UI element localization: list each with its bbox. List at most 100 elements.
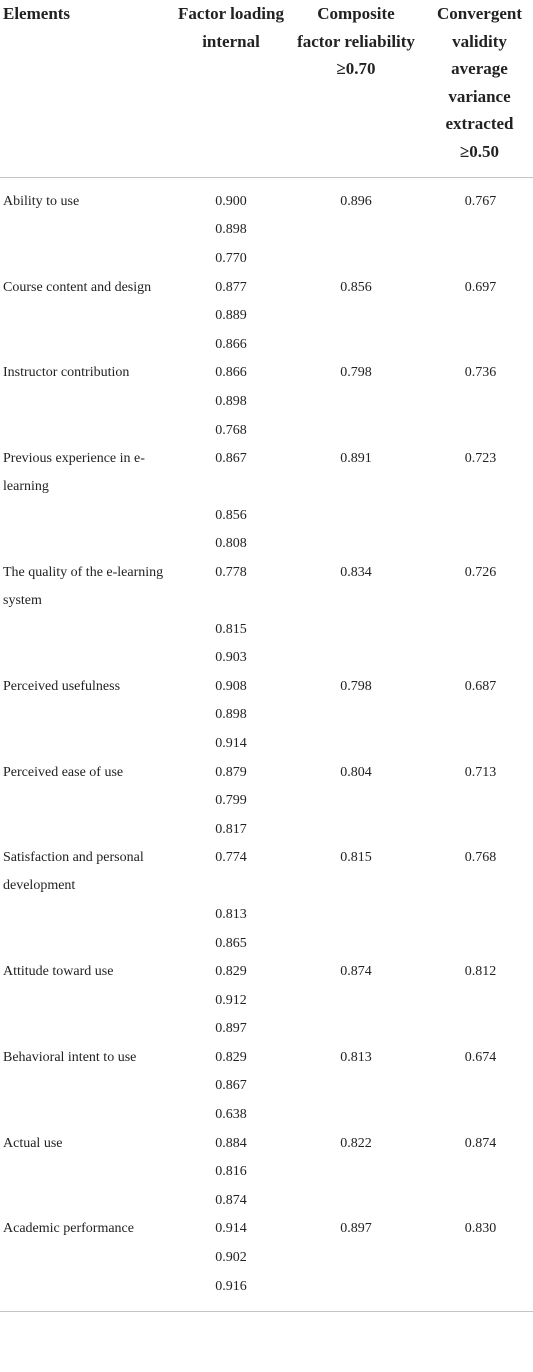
column-header: Convergent validity average variance ext… xyxy=(418,0,533,178)
table-row: 0.813 xyxy=(0,901,533,930)
empty-cell xyxy=(418,331,533,360)
element-name: Academic performance xyxy=(3,1221,134,1237)
empty-cell xyxy=(294,331,418,360)
composite-reliability: 0.813 xyxy=(340,1049,372,1065)
table-row: 0.902 xyxy=(0,1244,533,1273)
empty-cell xyxy=(418,929,533,958)
empty-cell xyxy=(0,216,168,245)
factor-loading: 0.829 xyxy=(215,1049,247,1065)
table-row: 0.638 xyxy=(0,1101,533,1130)
element-name: Satisfaction and personal development xyxy=(3,850,144,894)
empty-cell xyxy=(0,815,168,844)
average-variance-extracted: 0.674 xyxy=(464,1049,497,1065)
composite-reliability: 0.891 xyxy=(340,451,372,467)
table-row: Ability to use 0.900 0.896 0.767 xyxy=(0,177,533,216)
empty-cell xyxy=(418,216,533,245)
element-name: Behavioral intent to use xyxy=(3,1049,137,1065)
empty-cell xyxy=(294,1101,418,1130)
table-row: 0.889 xyxy=(0,302,533,331)
empty-cell xyxy=(418,302,533,331)
element-name: Perceived ease of use xyxy=(3,764,124,780)
table-row: Satisfaction and personal development 0.7… xyxy=(0,844,533,901)
average-variance-extracted: 0.874 xyxy=(464,1135,497,1151)
empty-cell xyxy=(0,1187,168,1216)
column-header: Elements xyxy=(0,0,168,178)
empty-cell xyxy=(418,1158,533,1187)
factor-loading: 0.912 xyxy=(215,992,247,1008)
table-row: 0.874 xyxy=(0,1187,533,1216)
empty-cell xyxy=(294,787,418,816)
empty-cell xyxy=(418,787,533,816)
factor-loading: 0.908 xyxy=(215,678,247,694)
empty-cell xyxy=(418,901,533,930)
average-variance-extracted: 0.736 xyxy=(464,365,497,381)
empty-cell xyxy=(294,644,418,673)
empty-cell xyxy=(0,701,168,730)
empty-cell xyxy=(0,901,168,930)
empty-cell xyxy=(418,1072,533,1101)
table-row: Academic performance 0.914 0.897 0.830 xyxy=(0,1215,533,1244)
composite-reliability: 0.834 xyxy=(340,564,372,580)
factor-loading: 0.898 xyxy=(215,394,247,410)
empty-cell xyxy=(418,1187,533,1216)
empty-cell xyxy=(0,787,168,816)
empty-cell xyxy=(294,730,418,759)
factor-loading: 0.799 xyxy=(215,793,247,809)
average-variance-extracted: 0.713 xyxy=(464,764,497,780)
empty-cell xyxy=(294,1272,418,1312)
empty-cell xyxy=(418,815,533,844)
empty-cell xyxy=(0,929,168,958)
factor-loading: 0.898 xyxy=(215,707,247,723)
table-row: 0.815 xyxy=(0,615,533,644)
composite-reliability: 0.804 xyxy=(340,764,372,780)
empty-cell xyxy=(0,1101,168,1130)
average-variance-extracted: 0.830 xyxy=(464,1221,497,1237)
empty-cell xyxy=(294,388,418,417)
composite-reliability: 0.896 xyxy=(340,193,372,209)
empty-cell xyxy=(0,730,168,759)
table-row: 0.816 xyxy=(0,1158,533,1187)
empty-cell xyxy=(418,530,533,559)
factor-loading: 0.867 xyxy=(215,451,247,467)
empty-cell xyxy=(0,388,168,417)
average-variance-extracted: 0.687 xyxy=(464,678,497,694)
empty-cell xyxy=(294,302,418,331)
factor-loading: 0.813 xyxy=(215,906,247,922)
factor-loading: 0.897 xyxy=(215,1021,247,1037)
factor-loading: 0.638 xyxy=(215,1107,247,1123)
table-row: 0.768 xyxy=(0,416,533,445)
table-row: Perceived ease of use 0.879 0.804 0.713 xyxy=(0,758,533,787)
factor-loading: 0.884 xyxy=(215,1135,247,1151)
table-row: 0.914 xyxy=(0,730,533,759)
empty-cell xyxy=(418,1015,533,1044)
composite-reliability: 0.822 xyxy=(340,1135,372,1151)
composite-reliability: 0.856 xyxy=(340,279,372,295)
factor-loading: 0.817 xyxy=(215,821,247,837)
average-variance-extracted: 0.768 xyxy=(464,850,497,866)
empty-cell xyxy=(294,701,418,730)
empty-cell xyxy=(294,815,418,844)
element-name: Instructor contribution xyxy=(3,365,130,381)
factor-loading: 0.770 xyxy=(215,251,247,267)
table-row: 0.865 xyxy=(0,929,533,958)
factor-loading: 0.914 xyxy=(215,1221,247,1237)
empty-cell xyxy=(418,730,533,759)
empty-cell xyxy=(418,416,533,445)
average-variance-extracted: 0.723 xyxy=(464,451,497,467)
empty-cell xyxy=(0,245,168,274)
table-row: Attitude toward use 0.829 0.874 0.812 xyxy=(0,958,533,987)
factor-loading: 0.808 xyxy=(215,536,247,552)
empty-cell xyxy=(418,986,533,1015)
composite-reliability: 0.874 xyxy=(340,964,372,980)
table-row: The quality of the e-learning system 0.77… xyxy=(0,559,533,616)
empty-cell xyxy=(418,644,533,673)
empty-cell xyxy=(0,331,168,360)
factor-loading: 0.865 xyxy=(215,935,247,951)
element-name: Previous experience in e-learning xyxy=(3,451,145,495)
factor-loading: 0.774 xyxy=(215,850,247,866)
empty-cell xyxy=(294,1244,418,1273)
empty-cell xyxy=(294,530,418,559)
factor-loading: 0.902 xyxy=(215,1250,247,1266)
